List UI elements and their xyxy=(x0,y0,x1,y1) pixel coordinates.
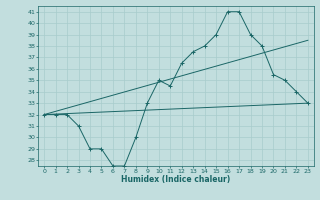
X-axis label: Humidex (Indice chaleur): Humidex (Indice chaleur) xyxy=(121,175,231,184)
